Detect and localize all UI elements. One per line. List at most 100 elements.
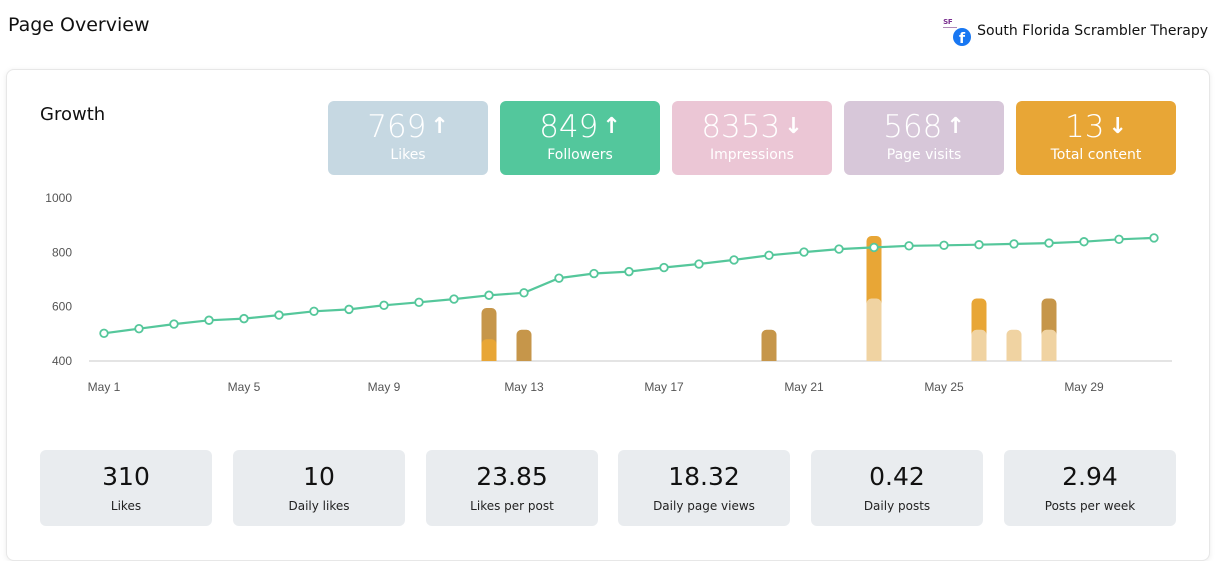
metric-value: 10: [303, 462, 335, 491]
metric-likes: 310 Likes: [40, 450, 212, 526]
content-bar: [866, 298, 882, 361]
stat-label: Total content: [1050, 147, 1142, 163]
growth-card: Growth 769 ↑ Likes 849 ↑ Followers 8353 ↓ I…: [6, 69, 1210, 561]
followers-point: [169, 319, 179, 329]
content-bar: [971, 329, 987, 361]
followers-point: [1149, 233, 1159, 243]
followers-point: [344, 304, 354, 315]
metric-value: 2.94: [1062, 462, 1118, 491]
x-tick-label: May 17: [644, 380, 684, 394]
account-header[interactable]: SF f South Florida Scrambler Therapy: [941, 16, 1208, 46]
metric-label: Daily likes: [288, 499, 350, 513]
followers-point: [1114, 234, 1124, 244]
followers-point: [589, 268, 599, 279]
metric-label: Daily page views: [653, 499, 755, 513]
followers-point: [274, 310, 284, 320]
stat-label: Impressions: [710, 147, 794, 163]
metric-value: 18.32: [668, 462, 740, 491]
y-tick-label: 800: [52, 245, 72, 259]
metric-daily-likes: 10 Daily likes: [233, 450, 405, 526]
x-tick-label: May 5: [228, 380, 261, 394]
followers-point: [1044, 238, 1054, 248]
content-bar: [761, 329, 777, 361]
followers-point: [939, 240, 949, 250]
x-tick-label: May 25: [924, 380, 964, 394]
growth-title: Growth: [40, 104, 106, 125]
metric-daily-page-views: 18.32 Daily page views: [618, 450, 790, 526]
stat-value: 8353: [701, 109, 781, 145]
arrow-up-icon: ↑: [602, 114, 621, 139]
followers-point: [834, 244, 844, 254]
followers-point: [1079, 237, 1089, 247]
metric-likes-per-post: 23.85 Likes per post: [426, 450, 598, 526]
arrow-down-icon: ↓: [1108, 114, 1127, 139]
content-bar-base: [1041, 355, 1057, 361]
content-bar: [1041, 329, 1057, 361]
metric-value: 310: [102, 462, 150, 491]
metric-value: 0.42: [869, 462, 925, 491]
brand-logo: SF: [943, 18, 958, 28]
stat-value: 568: [883, 109, 943, 145]
followers-point: [204, 315, 214, 325]
followers-point: [554, 273, 564, 283]
y-tick-label: 1000: [45, 191, 72, 205]
growth-chart: 1000 800 600 400 May 1 May 5 May 9 May 13 May 17…: [45, 191, 1172, 394]
followers-point: [239, 313, 249, 324]
stat-tile-likes[interactable]: 769 ↑ Likes: [328, 101, 488, 175]
followers-point: [624, 266, 634, 277]
facebook-icon: f: [953, 28, 972, 46]
metric-label: Daily posts: [863, 499, 931, 513]
y-tick-label: 600: [52, 300, 72, 314]
metric-value: 23.85: [476, 462, 548, 491]
followers-point: [379, 300, 389, 311]
stat-label: Page visits: [886, 147, 962, 163]
content-bar-base: [866, 355, 882, 361]
x-tick-label: May 13: [504, 380, 544, 394]
followers-point: [449, 294, 459, 304]
x-tick-label: May 29: [1064, 380, 1104, 394]
metric-label: Posts per week: [1044, 499, 1136, 513]
followers-point: [904, 241, 914, 251]
x-tick-label: May 1: [88, 380, 121, 394]
x-tick-label: May 9: [368, 380, 401, 394]
followers-point: [99, 328, 109, 338]
followers-point: [309, 306, 319, 316]
content-bar-base: [971, 355, 987, 361]
stat-label: Likes: [390, 147, 426, 163]
arrow-down-icon: ↓: [784, 114, 803, 139]
followers-point: [484, 290, 494, 300]
stat-tile-impressions[interactable]: 8353 ↓ Impressions: [672, 101, 832, 175]
stat-tile-total-content[interactable]: 13 ↓ Total content: [1016, 101, 1176, 175]
stat-value: 13: [1065, 109, 1105, 145]
followers-point: [659, 262, 669, 273]
stat-label: Followers: [547, 147, 613, 163]
followers-point: [764, 250, 774, 261]
metric-daily-posts: 0.42 Daily posts: [811, 450, 983, 526]
stat-value: 849: [539, 109, 599, 145]
account-name: South Florida Scrambler Therapy: [977, 23, 1208, 39]
content-bar-base: [481, 355, 497, 361]
followers-line: [103, 236, 1155, 335]
arrow-up-icon: ↑: [430, 114, 449, 139]
followers-point: [1009, 239, 1019, 249]
account-avatar: SF f: [941, 16, 972, 46]
page-title: Page Overview: [8, 14, 150, 36]
followers-point: [799, 247, 809, 257]
content-bar-base: [761, 355, 777, 361]
stat-tile-followers[interactable]: 849 ↑ Followers: [500, 101, 660, 175]
metric-label: Likes per post: [470, 499, 554, 513]
followers-point: [869, 242, 879, 253]
content-bar-base: [1006, 355, 1022, 361]
content-bar-base: [516, 355, 532, 361]
followers-point: [134, 323, 144, 334]
followers-point: [974, 240, 984, 250]
followers-point: [729, 255, 739, 265]
content-bar: [1006, 329, 1022, 361]
followers-point: [694, 259, 704, 269]
followers-point: [519, 288, 529, 298]
stat-value: 769: [367, 109, 427, 145]
stat-tile-page-visits[interactable]: 568 ↑ Page visits: [844, 101, 1004, 175]
metric-label: Likes: [110, 499, 142, 513]
x-tick-label: May 21: [784, 380, 824, 394]
content-bar: [516, 329, 532, 361]
